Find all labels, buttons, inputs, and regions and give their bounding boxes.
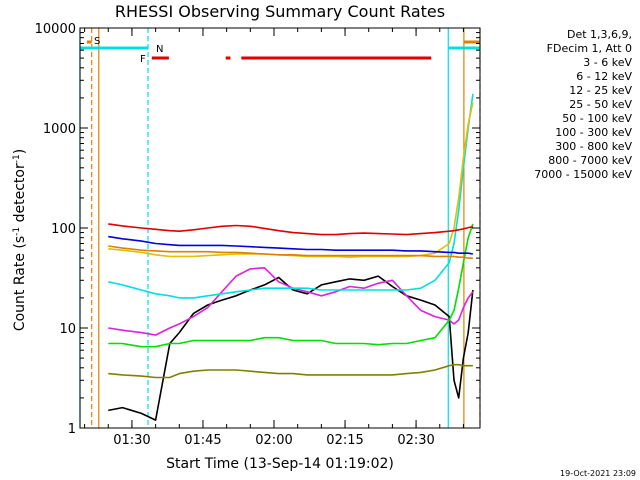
legend-entry: 3 - 6 keV	[583, 56, 632, 69]
legend-entry: 800 - 7000 keV	[548, 154, 632, 167]
y-axis-label-sup2: -1	[12, 154, 22, 163]
series-line-5	[108, 223, 474, 236]
flare-label: F	[140, 54, 146, 65]
x-axis-label: Start Time (13-Sep-14 01:19:02)	[166, 456, 394, 472]
legend-entry: 7000 - 15000 keV	[534, 168, 632, 181]
y-axis-label-end: )	[12, 149, 28, 154]
series-line-3	[108, 93, 474, 299]
legend-header: FDecim 1, Att 0	[547, 42, 632, 55]
x-tick-label: 01:30	[113, 433, 150, 448]
y-tick-label: 100	[51, 222, 76, 237]
chart-title: RHESSI Observing Summary Count Rates	[115, 2, 445, 21]
legend-entry: 12 - 25 keV	[569, 84, 632, 97]
x-tick-label: 02:15	[326, 433, 363, 448]
y-axis-label-main: Count Rate (s	[12, 236, 28, 331]
series-line-7	[108, 245, 473, 259]
saa-label: S	[94, 36, 100, 47]
x-tick-label: 02:30	[397, 433, 434, 448]
legend-entry: 6 - 12 keV	[576, 70, 632, 83]
series-line-8	[108, 363, 473, 379]
timestamp: 19-Oct-2021 23:09	[560, 469, 636, 478]
x-tick-label: 01:45	[184, 433, 221, 448]
series-line-2	[108, 223, 474, 348]
night-label: N	[156, 44, 163, 55]
legend-entry: 25 - 50 keV	[569, 98, 632, 111]
series-line-6	[108, 235, 474, 255]
y-tick-label: 1000	[43, 122, 76, 137]
legend-entry: 50 - 100 keV	[562, 112, 632, 125]
y-tick-label: 10000	[35, 22, 76, 37]
legend-entry: 300 - 800 keV	[555, 140, 632, 153]
x-tick-label: 02:00	[255, 433, 292, 448]
y-tick-label: 10	[59, 322, 76, 337]
y-axis-label-sup1: -1	[12, 227, 22, 236]
series-line-1	[108, 266, 474, 336]
y-tick-label: 1	[68, 422, 76, 437]
y-axis-label: Count Rate (s-1 detector-1)	[12, 149, 28, 331]
legend-entry: 100 - 300 keV	[555, 126, 632, 139]
axes: 1 10 100 1000 10000 01:30 01:45 02:00 02:15 02:30	[35, 22, 481, 448]
legend-header: Det 1,3,6,9,	[567, 28, 632, 41]
y-axis-label-mid: detector	[12, 163, 28, 227]
